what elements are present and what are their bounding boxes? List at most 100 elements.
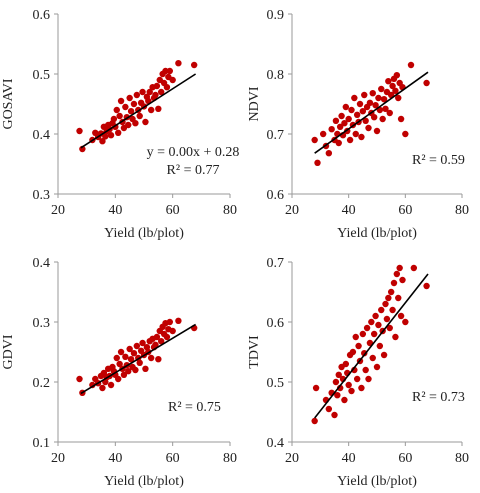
data-point [132, 366, 139, 374]
data-point [120, 371, 128, 378]
data-point [346, 136, 354, 144]
data-point [363, 324, 371, 332]
chart-panel-tdvi: 20 40 60 80 0.4 0.5 0.6 0.7 Yield (lb/plot) TDVI R… [247, 256, 469, 489]
data-point [348, 106, 355, 114]
x-tick-label: 20 [51, 203, 65, 218]
data-point [169, 76, 176, 84]
data-point [76, 375, 83, 383]
data-point [380, 351, 388, 359]
x-tick-label: 60 [166, 451, 180, 466]
x-tick-label: 40 [342, 203, 356, 218]
data-point [113, 354, 120, 362]
trendline [314, 71, 429, 154]
data-point [338, 112, 345, 120]
data-point [113, 106, 120, 114]
data-point [130, 100, 138, 108]
x-tick-label: 80 [223, 203, 237, 218]
data-point [351, 94, 358, 102]
y-tick-label: 0.6 [267, 316, 285, 331]
y-axis-label: NDVI [247, 86, 262, 121]
data-point [147, 354, 155, 362]
data-point [348, 387, 355, 395]
y-tick-label: 0.3 [33, 188, 51, 203]
data-point [389, 82, 396, 90]
data-point [190, 61, 198, 69]
data-point [362, 117, 369, 125]
annotation: R² = 0.73 [412, 390, 465, 405]
data-point [139, 88, 146, 96]
data-point [122, 103, 129, 111]
data-point [107, 381, 115, 389]
data-point [335, 371, 342, 378]
y-tick-label: 0.4 [33, 256, 51, 271]
x-tick-label: 40 [108, 451, 122, 466]
data-point [155, 356, 162, 363]
data-point [410, 264, 418, 272]
data-point [395, 294, 402, 302]
data-point [311, 136, 318, 144]
data-point [158, 88, 165, 96]
data-point [169, 327, 176, 335]
data-point [397, 115, 405, 123]
x-tick-label: 80 [455, 451, 469, 466]
data-point [345, 115, 352, 123]
data-point [375, 321, 382, 329]
data-point [325, 405, 333, 413]
data-point [390, 279, 398, 287]
data-point [361, 91, 368, 99]
data-point [332, 378, 340, 386]
x-tick-label: 20 [285, 203, 299, 218]
y-tick-label: 0.7 [267, 256, 285, 271]
data-point [175, 60, 182, 67]
data-point [127, 356, 135, 363]
x-tick-label: 60 [398, 451, 412, 466]
data-point [370, 330, 378, 338]
data-point [76, 127, 83, 135]
data-point [386, 109, 393, 117]
data-point [392, 87, 399, 95]
data-point [332, 117, 340, 125]
data-point [155, 105, 162, 113]
x-axis-label: Yield (lb/plot) [337, 474, 417, 489]
data-point [175, 317, 182, 324]
data-point [117, 97, 125, 105]
data-point [423, 79, 430, 87]
y-tick-label: 0.6 [33, 8, 51, 23]
data-point [349, 348, 357, 356]
data-point [366, 99, 374, 107]
data-point [126, 94, 133, 102]
data-point [352, 130, 359, 138]
data-point [99, 384, 106, 392]
data-point [382, 300, 389, 308]
data-point [389, 306, 396, 314]
x-axis-label: Yield (lb/plot) [337, 226, 417, 241]
data-point [325, 150, 333, 157]
data-point [311, 417, 318, 425]
annotation: R² = 0.77 [167, 163, 220, 178]
data-point [153, 333, 161, 341]
data-point [361, 350, 368, 357]
data-point [380, 96, 388, 103]
data-point [372, 312, 379, 320]
y-tick-label: 0.7 [267, 128, 285, 143]
data-point [355, 342, 362, 350]
data-point [115, 375, 122, 383]
data-point [99, 138, 106, 145]
data-point [385, 294, 392, 302]
data-point [336, 123, 344, 130]
data-point [402, 130, 409, 138]
data-point [392, 333, 399, 341]
data-point [133, 342, 141, 350]
data-point [407, 61, 415, 69]
data-point [370, 114, 378, 121]
data-point [369, 90, 376, 97]
data-point [358, 384, 365, 392]
data-point [373, 363, 381, 371]
data-point [132, 120, 139, 127]
data-point [423, 282, 430, 290]
data-point [382, 105, 389, 113]
data-point [378, 306, 385, 314]
x-tick-label: 80 [455, 203, 469, 218]
data-point [117, 348, 125, 356]
data-point [353, 111, 361, 119]
